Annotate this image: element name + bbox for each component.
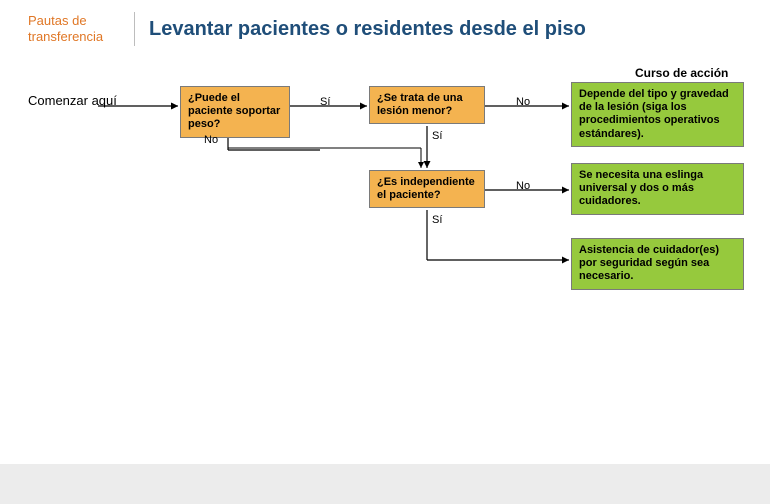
a2-text: Se necesita una eslinga universal y dos … xyxy=(579,169,703,207)
answer-box-a3: Asistencia de cuidador(es) por seguridad… xyxy=(571,238,744,290)
start-here-label: Comenzar aquí xyxy=(28,93,117,108)
q2-text: ¿Se trata de una lesión menor? xyxy=(377,92,463,117)
edge-q1-no: No xyxy=(204,134,218,146)
q3-text: ¿Es independiente el paciente? xyxy=(377,176,475,201)
q1-text: ¿Puede el paciente soportar peso? xyxy=(188,92,280,130)
edge-q1-si: Sí xyxy=(320,96,330,108)
answer-box-a2: Se necesita una eslinga universal y dos … xyxy=(571,163,744,215)
edge-q2-no: No xyxy=(516,96,530,108)
course-of-action-label: Curso de acción xyxy=(635,66,728,80)
a1-text: Depende del tipo y gravedad de la lesión… xyxy=(579,88,729,140)
answer-box-a1: Depende del tipo y gravedad de la lesión… xyxy=(571,82,744,147)
edge-q3-no: No xyxy=(516,180,530,192)
a3-text: Asistencia de cuidador(es) por seguridad… xyxy=(579,244,719,282)
course-of-action-text: Curso de acción xyxy=(635,66,728,80)
edge-q3-si: Sí xyxy=(432,214,442,226)
start-here-text: Comenzar aquí xyxy=(28,93,117,108)
question-box-q3: ¿Es independiente el paciente? xyxy=(369,170,485,208)
question-box-q1: ¿Puede el paciente soportar peso? xyxy=(180,86,290,138)
edge-q2-si: Sí xyxy=(432,130,442,142)
question-box-q2: ¿Se trata de una lesión menor? xyxy=(369,86,485,124)
footer-bar xyxy=(0,464,770,504)
